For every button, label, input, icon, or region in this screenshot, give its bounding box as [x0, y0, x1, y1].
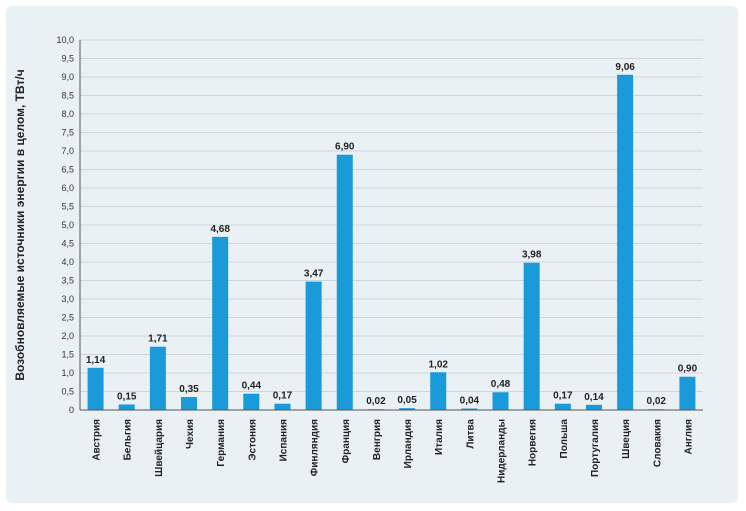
bar [149, 346, 166, 410]
y-axis-label: Возобновляемые источники энергии в целом… [13, 69, 27, 380]
data-label: 0,04 [460, 396, 480, 407]
data-label: 0,17 [273, 391, 293, 402]
bar [430, 372, 447, 410]
data-label: 3,98 [522, 250, 542, 261]
data-label: 0,02 [647, 396, 667, 407]
data-label: 4,68 [210, 224, 230, 235]
data-label: 3,47 [304, 269, 324, 280]
y-tick-label: 3,5 [61, 276, 74, 286]
data-label: 0,15 [117, 391, 137, 402]
bar [243, 393, 260, 410]
y-tick-label: 7,0 [61, 146, 74, 156]
bar [679, 376, 696, 410]
category-label: Словакия [652, 419, 663, 467]
bar [274, 403, 291, 410]
data-label: 1,02 [428, 359, 448, 370]
category-label: Эстония [247, 419, 258, 461]
bar [399, 408, 416, 410]
y-tick-label: 7,5 [61, 128, 74, 138]
y-tick-label: 6,0 [61, 183, 74, 193]
data-labels: 1,14 0,15 1,71 0,35 4,68 0,44 0,17 3,47 6,90 0,02… [86, 62, 698, 407]
data-label: 1,71 [148, 334, 168, 345]
category-label: Франция [341, 419, 352, 464]
gridlines [80, 39, 703, 392]
y-tick-label: 1,5 [61, 350, 74, 360]
data-label: 0,90 [678, 364, 698, 375]
category-label: Нидерланды [497, 419, 508, 483]
bars [87, 74, 696, 410]
y-tick-label: 0,5 [61, 387, 74, 397]
y-tick-label: 5,0 [61, 220, 74, 230]
y-tick-label: 10,0 [56, 35, 74, 45]
category-label: Италия [434, 419, 445, 455]
bar [118, 404, 135, 410]
category-label: Англия [683, 419, 694, 455]
data-label: 0,48 [491, 379, 511, 390]
category-label: Финляндия [310, 419, 321, 476]
chart-panel [6, 6, 738, 503]
bar [181, 397, 198, 410]
category-label: Ирландия [403, 419, 414, 468]
category-label: Швейцария [154, 419, 165, 477]
data-label: 1,14 [86, 355, 106, 366]
data-label: 6,90 [335, 142, 355, 153]
y-tick-label: 2,0 [61, 331, 74, 341]
y-tick-label: 8,5 [61, 91, 74, 101]
bar [336, 154, 353, 410]
y-tick-label: 2,5 [61, 313, 74, 323]
bar [585, 404, 602, 410]
data-label: 9,06 [615, 62, 635, 73]
y-tick-label: 4,0 [61, 257, 74, 267]
y-tick-label: 8,0 [61, 109, 74, 119]
data-label: 0,02 [366, 396, 386, 407]
bar [554, 403, 571, 410]
y-axis-ticks: 0 0,5 1,0 1,5 2,0 2,5 3,0 3,5 4,0 4,5 5,0 5,5 6,0 6,5… [56, 35, 74, 415]
data-label: 0,17 [553, 391, 573, 402]
data-label: 0,05 [397, 395, 417, 406]
data-label: 0,44 [242, 381, 262, 392]
bar [87, 367, 104, 410]
y-tick-label: 9,5 [61, 54, 74, 64]
y-tick-label: 1,0 [61, 368, 74, 378]
category-label: Венгрия [372, 419, 383, 460]
data-label: 0,35 [179, 384, 199, 395]
category-label: Норвегия [528, 419, 539, 466]
category-label: Испания [278, 419, 289, 462]
y-tick-label: 5,5 [61, 202, 74, 212]
y-tick-label: 4,5 [61, 239, 74, 249]
bar [523, 262, 540, 410]
bar [617, 74, 634, 410]
category-label: Польша [559, 419, 570, 459]
bar [305, 281, 322, 410]
category-label: Бельгия [123, 419, 134, 461]
data-label: 0,14 [584, 392, 604, 403]
bar [212, 236, 229, 410]
y-tick-label: 9,0 [61, 72, 74, 82]
category-label: Чехия [185, 419, 196, 449]
category-label: Литва [465, 419, 476, 449]
y-tick-label: 0 [69, 405, 74, 415]
bar [461, 408, 478, 410]
x-axis-categories: Австрия Бельгия Швейцария Чехия Германия Эсто… [92, 419, 695, 483]
category-label: Португалия [590, 419, 601, 477]
y-tick-label: 3,0 [61, 294, 74, 304]
bar [492, 392, 509, 410]
category-label: Австрия [92, 419, 103, 461]
y-tick-label: 6,5 [61, 165, 74, 175]
category-label: Швеция [621, 419, 632, 459]
category-label: Германия [216, 419, 227, 467]
